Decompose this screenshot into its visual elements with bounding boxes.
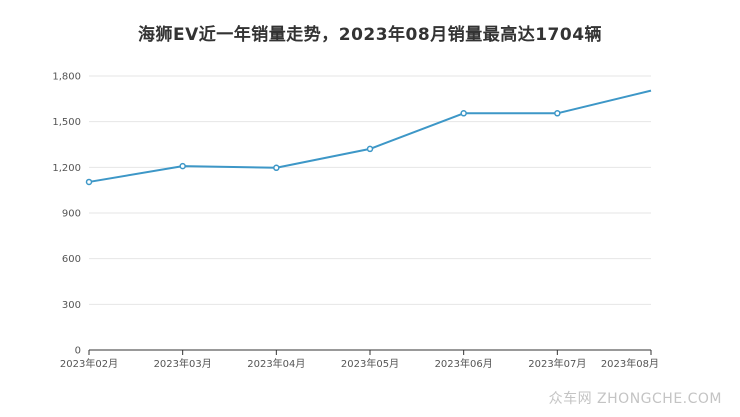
x-tick-labels: 2023年02月 2023年03月 2023年04月 2023年05月 2023年06月… — [60, 357, 659, 370]
data-point — [366, 145, 374, 153]
y-tick-labels: 0 300 600 900 1,200 1,500 1,800 — [52, 72, 81, 357]
y-tick-label: 300 — [62, 300, 81, 311]
y-tick-label: 1,200 — [52, 163, 81, 174]
x-tick-label: 2023年04月 — [247, 357, 305, 370]
y-tick-label: 1,800 — [52, 72, 81, 83]
axes — [88, 349, 652, 355]
data-point — [554, 110, 561, 117]
data-point — [85, 178, 93, 186]
y-tick-label: 0 — [75, 346, 81, 357]
x-tick-label: 2023年03月 — [154, 357, 212, 370]
series-line — [88, 89, 652, 183]
chart-title: 海狮EV近一年销量走势，2023年08月销量最高达1704辆 — [137, 25, 603, 45]
y-tick-label: 600 — [62, 254, 81, 265]
series-sales — [85, 89, 652, 186]
data-point — [460, 110, 467, 117]
x-tick-label: 2023年05月 — [341, 357, 399, 370]
y-tick-label: 1,500 — [52, 117, 81, 128]
x-tick-label: 2023年07月 — [528, 357, 586, 370]
x-tick-label: 2023年08月 — [601, 357, 659, 370]
data-point — [273, 164, 280, 172]
data-point — [179, 162, 186, 170]
x-tick-label: 2023年02月 — [60, 357, 118, 370]
watermark-logo: 众车网 ZHONGCHE.COM — [548, 391, 722, 407]
y-tick-label: 900 — [62, 209, 81, 220]
grid-lines — [89, 75, 651, 305]
x-tick-label: 2023年06月 — [435, 357, 493, 370]
